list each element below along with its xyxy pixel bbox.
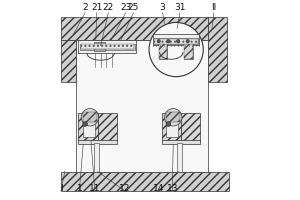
Circle shape — [164, 109, 182, 126]
Bar — [184, 44, 193, 59]
Bar — [61, 40, 76, 82]
Text: 25: 25 — [128, 3, 139, 12]
Bar — [162, 113, 181, 141]
Bar — [78, 113, 98, 141]
Bar — [159, 44, 167, 59]
Text: 13: 13 — [167, 184, 178, 193]
Bar — [184, 44, 193, 59]
Circle shape — [176, 39, 180, 43]
Bar — [167, 117, 178, 137]
Bar — [78, 40, 136, 53]
Circle shape — [186, 39, 190, 43]
Circle shape — [125, 44, 130, 49]
Text: 11: 11 — [89, 184, 100, 193]
Circle shape — [149, 22, 203, 77]
Bar — [61, 172, 230, 191]
Bar — [94, 143, 99, 172]
Text: 3: 3 — [160, 3, 166, 12]
Text: 1: 1 — [76, 184, 82, 193]
Circle shape — [166, 122, 171, 126]
Bar — [83, 117, 95, 137]
Text: 31: 31 — [174, 3, 186, 12]
Text: 2: 2 — [82, 3, 88, 12]
Text: 23: 23 — [120, 3, 131, 12]
Bar — [153, 34, 200, 45]
Bar — [154, 38, 198, 44]
Text: 12: 12 — [119, 184, 130, 193]
Bar — [177, 143, 182, 172]
Circle shape — [83, 122, 88, 126]
Bar — [162, 140, 200, 144]
Bar — [181, 113, 200, 141]
Circle shape — [81, 109, 99, 126]
Bar — [76, 40, 208, 172]
Text: 14: 14 — [153, 184, 164, 193]
Circle shape — [167, 39, 170, 43]
Bar — [83, 112, 97, 122]
Bar — [94, 42, 106, 51]
Bar — [81, 44, 134, 49]
Bar — [80, 44, 134, 50]
Text: II: II — [211, 3, 217, 12]
Bar — [78, 140, 117, 144]
Bar — [208, 17, 227, 82]
Circle shape — [157, 39, 160, 43]
Text: 21: 21 — [91, 3, 102, 12]
Bar — [167, 112, 180, 122]
Bar — [154, 39, 198, 44]
Circle shape — [83, 44, 88, 49]
Text: I: I — [60, 184, 62, 193]
Text: 22: 22 — [103, 3, 114, 12]
Bar — [61, 17, 208, 40]
Bar — [98, 113, 117, 141]
Bar — [159, 44, 167, 59]
